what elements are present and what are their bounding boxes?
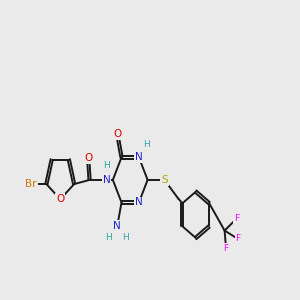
Text: F: F <box>234 214 239 223</box>
Text: H: H <box>106 233 112 242</box>
Text: O: O <box>56 194 64 204</box>
Text: O: O <box>84 153 92 163</box>
Text: Br: Br <box>25 179 37 189</box>
Text: N: N <box>135 197 143 208</box>
Text: F: F <box>224 244 229 253</box>
Text: H: H <box>103 161 110 170</box>
Text: S: S <box>161 175 168 185</box>
Text: N: N <box>113 220 121 231</box>
Text: N: N <box>103 175 110 185</box>
Text: H: H <box>143 140 150 149</box>
Text: O: O <box>113 129 122 139</box>
Text: F: F <box>236 235 241 244</box>
Text: N: N <box>135 152 143 162</box>
Text: H: H <box>122 233 129 242</box>
